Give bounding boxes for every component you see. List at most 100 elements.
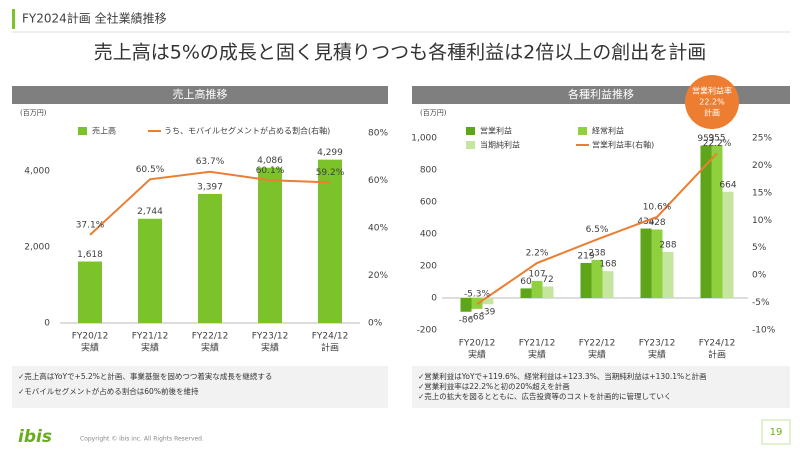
- x-tick-label: FY24/12: [699, 339, 736, 349]
- bar-label: 428: [648, 218, 665, 228]
- bar-label: 953: [697, 134, 714, 144]
- bar-label: -68: [470, 312, 485, 322]
- bar-label: 288: [659, 240, 676, 250]
- bar-label: -86: [459, 315, 474, 325]
- y2-tick-label: 25%: [752, 134, 772, 144]
- line-label: 59.2%: [316, 168, 345, 178]
- bar-label: 2,744: [137, 207, 163, 217]
- bar: [318, 159, 342, 323]
- note: ✓営業利益率は22.2%と初の20%超えを計画: [418, 381, 570, 391]
- y2-tick-label: 20%: [368, 271, 388, 281]
- legend-label: 営業利益: [480, 126, 512, 136]
- section-title: FY2024計画 全社業績推移: [22, 11, 167, 26]
- bar: [520, 288, 532, 298]
- y-tick-label: 1,000: [411, 134, 437, 144]
- x-tick-note: 実績: [81, 342, 99, 354]
- x-tick-note: 計画: [708, 349, 726, 361]
- logo: ibis: [18, 427, 52, 447]
- y2-tick-label: 80%: [368, 129, 388, 139]
- section-marker: [12, 9, 15, 29]
- y-tick-label: 2,000: [24, 243, 50, 253]
- line-label: 2.2%: [526, 249, 549, 259]
- y-tick-label: 800: [420, 166, 437, 176]
- y-unit: (百万円): [420, 109, 447, 117]
- y2-tick-label: -5%: [752, 298, 770, 308]
- annotation-text: 22.2%: [699, 98, 725, 107]
- x-tick-label: FY22/12: [192, 332, 229, 342]
- bar: [460, 298, 472, 312]
- chart-header: [12, 86, 388, 104]
- bar: [580, 262, 592, 298]
- y-tick-label: 0: [44, 319, 50, 329]
- x-tick-note: 実績: [261, 342, 279, 354]
- bar: [602, 271, 614, 298]
- y2-tick-label: 0%: [368, 319, 383, 329]
- line-label: 6.5%: [586, 225, 609, 235]
- legend-swatch: [78, 127, 87, 135]
- bar: [662, 251, 674, 298]
- bar: [138, 218, 162, 323]
- line-label: 60.5%: [136, 165, 165, 175]
- bar-label: 4,299: [317, 148, 343, 158]
- line-label: 22.2%: [703, 139, 732, 149]
- bar-label: 238: [588, 248, 605, 258]
- bar: [258, 167, 282, 323]
- x-tick-label: FY23/12: [252, 332, 289, 342]
- y-tick-label: 400: [420, 230, 437, 240]
- x-tick-label: FY20/12: [72, 332, 109, 342]
- bar: [542, 286, 554, 298]
- legend-label: うち、モバイルセグメントが占める割合(右軸): [164, 126, 330, 136]
- line-label: 10.6%: [643, 202, 672, 212]
- legend-label: 売上高: [92, 126, 116, 136]
- y2-tick-label: 10%: [752, 216, 772, 226]
- bar-label: -39: [481, 308, 496, 318]
- line: [89, 170, 331, 236]
- legend-swatch: [578, 127, 587, 135]
- y2-tick-label: 5%: [752, 243, 767, 253]
- bar: [198, 193, 222, 323]
- x-tick-label: FY21/12: [132, 332, 169, 342]
- x-tick-label: FY20/12: [459, 339, 496, 349]
- note: ✓売上の拡大を図るとともに、広告投資等のコストを計画的に管理していく: [418, 391, 671, 401]
- notes-box: [12, 366, 388, 408]
- x-tick-note: 実績: [648, 349, 666, 361]
- note: ✓営業利益はYoYで+119.6%、経常利益は+123.3%、当期純利益は+13…: [418, 371, 707, 381]
- line: [476, 152, 718, 306]
- chart-title: 売上高推移: [173, 87, 228, 101]
- note: ✓モバイルセグメントが占める割合は60%前後を維持: [18, 386, 199, 396]
- notes-box: [412, 366, 790, 408]
- y2-tick-label: 40%: [368, 224, 388, 234]
- x-tick-note: 実績: [201, 342, 219, 354]
- bar-label: 72: [542, 275, 553, 285]
- bar-label: 219: [577, 251, 594, 261]
- note: ✓売上高はYoYで+5.2%と計画、事業基盤を固めつつ着実な成長を継続する: [18, 371, 272, 381]
- slide-title: 売上高は5%の成長と固く見積りつつも各種利益は2倍以上の創出を計画: [94, 42, 706, 64]
- annotation-badge: [685, 75, 739, 129]
- bar-label: 955: [708, 134, 725, 144]
- bar: [591, 259, 603, 298]
- page-box: [761, 419, 791, 445]
- line-label: 60.1%: [256, 166, 285, 176]
- y-tick-label: -200: [417, 326, 438, 336]
- copyright: Copyright © ibis inc. All Rights Reserve…: [80, 436, 204, 443]
- bar-label: 664: [719, 180, 736, 190]
- bar: [722, 191, 734, 298]
- x-tick-label: FY21/12: [519, 339, 556, 349]
- x-tick-note: 実績: [528, 349, 546, 361]
- y-unit: (百万円): [20, 109, 47, 117]
- bar: [482, 298, 494, 305]
- x-tick-label: FY23/12: [639, 339, 676, 349]
- bar-label: 3,397: [197, 182, 223, 192]
- y-tick-label: 4,000: [24, 167, 50, 177]
- y2-tick-label: 0%: [752, 271, 767, 281]
- bar-label: 1,618: [77, 250, 103, 260]
- y2-tick-label: -10%: [752, 326, 776, 336]
- bar: [531, 280, 543, 298]
- y-tick-label: 0: [431, 294, 437, 304]
- bar: [700, 145, 712, 298]
- legend-swatch: [466, 141, 475, 149]
- annotation-text: 営業利益率: [692, 86, 732, 96]
- bar: [711, 145, 723, 298]
- line-label: 63.7%: [196, 157, 225, 167]
